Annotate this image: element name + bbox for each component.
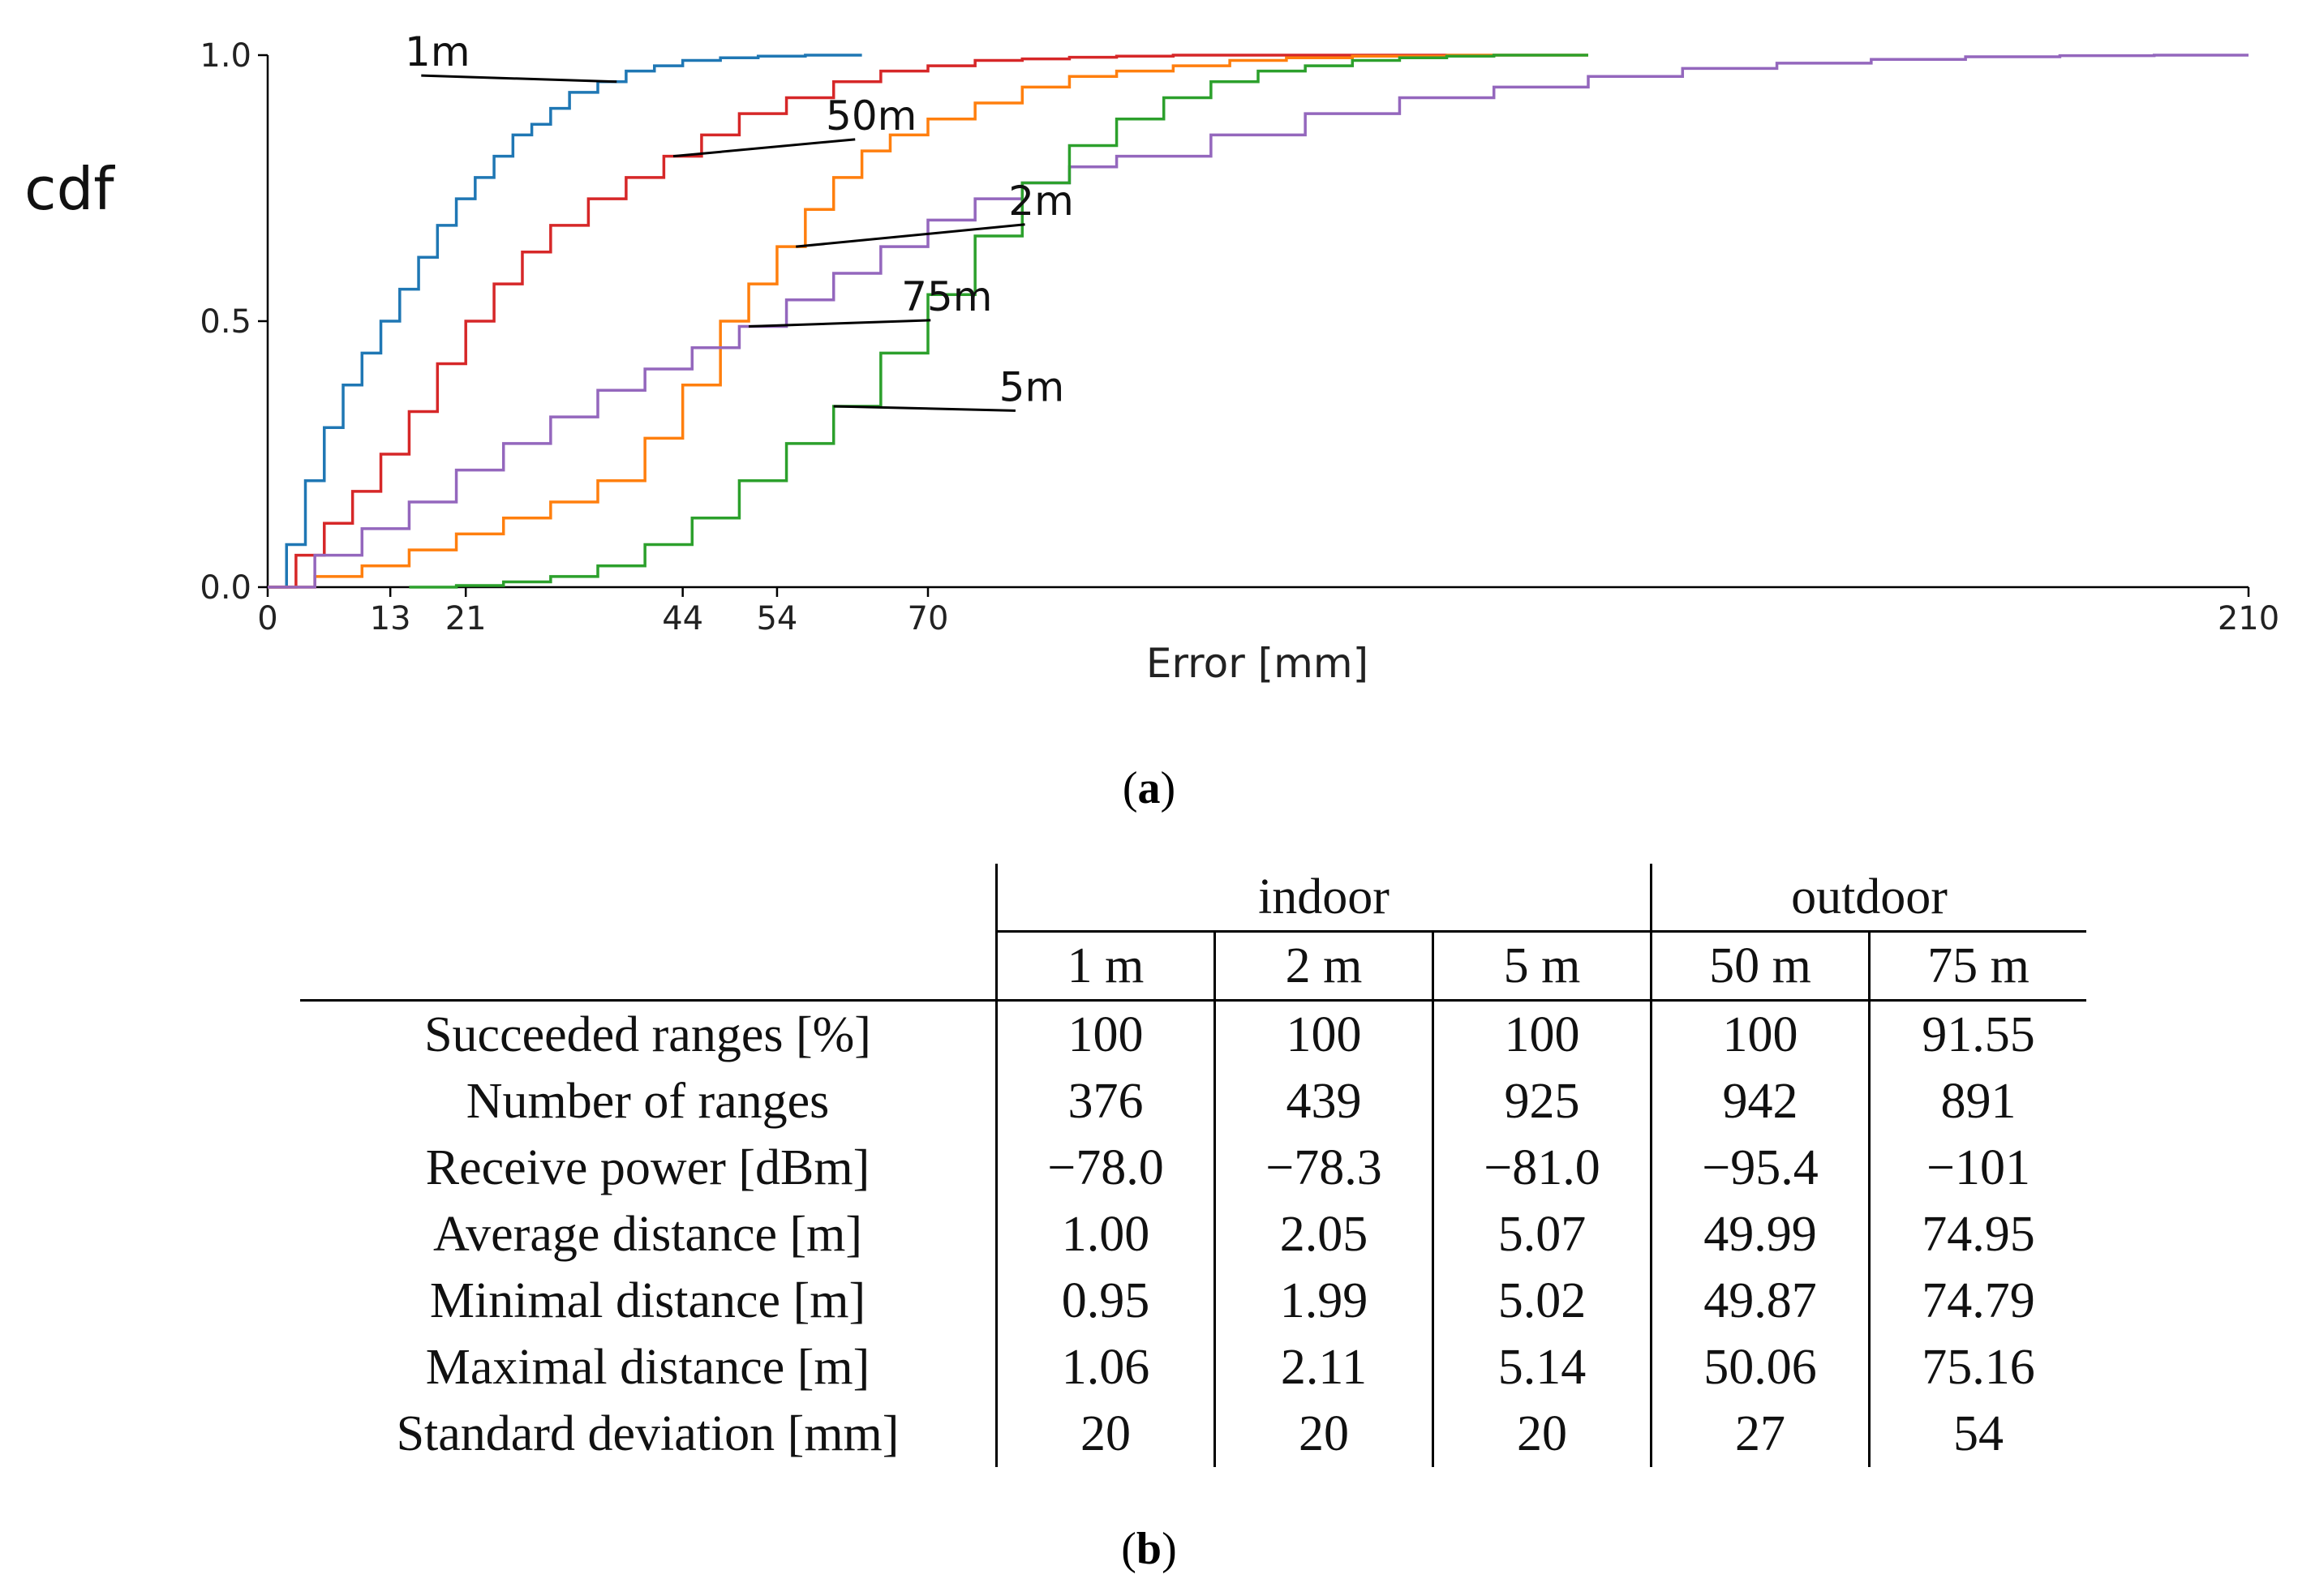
stats-table-wrap: indoor outdoor 1 m 2 m 5 m 50 m 75 m Suc… (300, 864, 2086, 1467)
table-cell: 942 (1650, 1068, 1870, 1135)
stats-table: indoor outdoor 1 m 2 m 5 m 50 m 75 m Suc… (300, 864, 2086, 1467)
row-label: Minimal distance [m] (429, 1272, 866, 1328)
annotation-label-50m: 50m (826, 92, 917, 139)
x-tick-label: 0 (257, 600, 277, 637)
x-tick-label: 210 (2218, 600, 2279, 637)
row-label: Receive power [dBm] (425, 1139, 870, 1195)
table-row: Maximal distance [m] 1.06 2.11 5.14 50.0… (300, 1334, 2086, 1401)
table-cell: 50.06 (1650, 1334, 1870, 1401)
table-cell: −101 (1868, 1135, 2086, 1201)
annotation-label-1m: 1m (405, 28, 470, 75)
table-cell: 75.16 (1868, 1334, 2086, 1401)
row-label: Maximal distance [m] (425, 1339, 870, 1395)
col-header: 2 m (1213, 931, 1433, 1002)
row-label: Standard deviation [mm] (396, 1405, 900, 1461)
table-cell: 1.06 (995, 1334, 1215, 1401)
x-tick-label: 54 (756, 600, 797, 637)
table-cell: 49.87 (1650, 1268, 1870, 1334)
table-cell: 0.95 (995, 1268, 1215, 1334)
table-cell: 100 (995, 1000, 1215, 1068)
annotation-leader-5m (833, 405, 1016, 412)
table-cell: 54 (1868, 1401, 2086, 1467)
table-row: Number of ranges 376 439 925 942 891 (300, 1068, 2086, 1135)
axes: 0 13 21 44 54 70 210 0.0 0.5 1.0 (200, 37, 2279, 637)
series-line-1m (268, 54, 862, 589)
annotation-leader-75m (749, 319, 931, 328)
table-cell: −95.4 (1650, 1135, 1870, 1201)
table-cell: 1.00 (995, 1201, 1215, 1268)
group-outdoor: outdoor (1650, 864, 2086, 933)
caption-a: (a) (1122, 763, 1176, 813)
table-cell: 2.11 (1213, 1334, 1433, 1401)
table-row: Standard deviation [mm] 20 20 20 27 54 (300, 1401, 2086, 1467)
table-cell: 5.07 (1432, 1201, 1652, 1268)
col-header: 50 m (1650, 931, 1870, 1002)
col-header: 5 m (1432, 931, 1652, 1002)
table-cell: 1.99 (1213, 1268, 1433, 1334)
table-cell: −81.0 (1432, 1135, 1652, 1201)
x-tick-label: 70 (908, 600, 949, 637)
y-axis-title: cdf (24, 155, 115, 223)
column-header-row: 1 m 2 m 5 m 50 m 75 m (300, 931, 2086, 1002)
table-cell: 49.99 (1650, 1201, 1870, 1268)
table-cell: 100 (1432, 1000, 1652, 1068)
col-header: 1 m (995, 931, 1215, 1002)
table-cell: 20 (1432, 1401, 1652, 1467)
series-line-75m (268, 54, 2249, 589)
table-cell: 20 (1213, 1401, 1433, 1467)
x-axis-title: Error [mm] (1146, 640, 1368, 687)
table-row: Minimal distance [m] 0.95 1.99 5.02 49.8… (300, 1268, 2086, 1334)
col-header: 75 m (1868, 931, 2086, 1002)
table-cell: 5.14 (1432, 1334, 1652, 1401)
group-header-row: indoor outdoor (300, 864, 2086, 933)
table-row: Succeeded ranges [%] 100 100 100 100 91.… (300, 1000, 2086, 1068)
table-cell: 100 (1213, 1000, 1433, 1068)
table-cell: 74.79 (1868, 1268, 2086, 1334)
row-label: Average distance [m] (432, 1206, 863, 1262)
annotation-leader-2m (796, 223, 1025, 248)
caption-b: (b) (1121, 1524, 1177, 1574)
series-line-50m (268, 54, 1447, 589)
cdf-chart: 0 13 21 44 54 70 210 0.0 0.5 1.0 1m 50m 2m 75m 5m cdf… (24, 28, 2279, 687)
y-tick-label: 0.5 (200, 303, 251, 341)
annotation-label-2m: 2m (1008, 178, 1074, 225)
annotation-label-5m: 5m (999, 363, 1065, 410)
table-cell: 439 (1213, 1068, 1433, 1135)
table-cell: 925 (1432, 1068, 1652, 1135)
x-tick-label: 13 (370, 600, 411, 637)
series-line-2m (268, 54, 1588, 589)
row-label: Number of ranges (466, 1073, 830, 1129)
table-cell: 91.55 (1868, 1000, 2086, 1068)
x-tick-label: 21 (445, 600, 487, 637)
table-row: Average distance [m] 1.00 2.05 5.07 49.9… (300, 1201, 2086, 1268)
table-cell: 100 (1650, 1000, 1870, 1068)
table-cell: 376 (995, 1068, 1215, 1135)
table-row: Receive power [dBm] −78.0 −78.3 −81.0 −9… (300, 1135, 2086, 1201)
annotation-leader-50m (672, 138, 856, 158)
row-label: Succeeded ranges [%] (424, 1006, 871, 1062)
table-cell: 20 (995, 1401, 1215, 1467)
y-tick-label: 1.0 (200, 37, 251, 75)
table-cell: −78.0 (995, 1135, 1215, 1201)
series-line-5m (409, 54, 1588, 589)
table-cell: −78.3 (1213, 1135, 1433, 1201)
table-cell: 74.95 (1868, 1201, 2086, 1268)
x-tick-label: 44 (662, 600, 703, 637)
series-layer (268, 54, 2249, 589)
group-indoor: indoor (995, 864, 1652, 933)
y-tick-label: 0.0 (200, 569, 251, 607)
table-cell: 5.02 (1432, 1268, 1652, 1334)
table-cell: 2.05 (1213, 1201, 1433, 1268)
annotation-label-75m: 75m (901, 273, 992, 320)
annotation-leader-1m (421, 74, 617, 84)
table-cell: 891 (1868, 1068, 2086, 1135)
table-cell: 27 (1650, 1401, 1870, 1467)
